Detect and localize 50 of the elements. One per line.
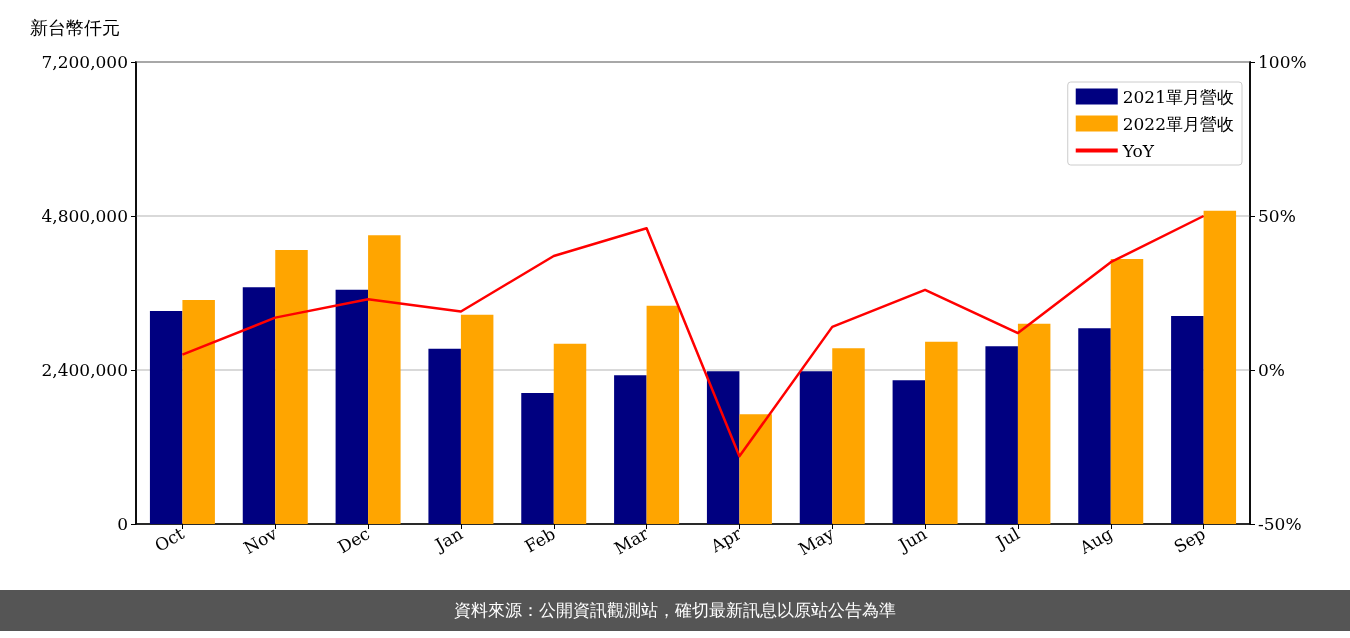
bar [832, 348, 865, 524]
x-tick-label: Apr [706, 522, 746, 557]
bar [646, 305, 680, 524]
x-tick-label: Nov [240, 523, 281, 558]
bar [1203, 210, 1237, 524]
x-tick-label: Aug [1075, 523, 1116, 559]
y-tick-label: 4,800,000 [41, 206, 128, 226]
y-tick-label: 2,400,000 [41, 360, 128, 380]
y-tick-label: 7,200,000 [41, 52, 128, 72]
x-tick-label: Jan [430, 523, 466, 556]
x-tick-label: Oct [151, 523, 188, 556]
bar [460, 314, 494, 524]
bar [1078, 328, 1111, 524]
x-tick-label: Jun [893, 523, 931, 556]
bar [553, 343, 587, 524]
bar [428, 348, 461, 524]
bar [182, 300, 215, 524]
bar [242, 287, 276, 524]
bar [739, 414, 772, 524]
bar [614, 375, 647, 524]
x-tick-label: Mar [610, 522, 653, 559]
x-tick-label: May [795, 523, 838, 560]
bar [275, 250, 308, 524]
y-tick-label: 0 [117, 514, 128, 534]
bar [1110, 258, 1144, 524]
y2-tick-label: -50% [1258, 514, 1302, 534]
bar [706, 371, 740, 524]
bar [985, 346, 1018, 524]
x-tick-label: Sep [1170, 523, 1209, 557]
y-axis-title: 新台幣仟元 [30, 16, 120, 38]
source-note: 資料來源：公開資訊觀測站，確切最新訊息以原站公告為準 [0, 590, 1350, 631]
y2-tick-label: 50% [1258, 206, 1296, 226]
y2-tick-label: 0% [1258, 360, 1285, 380]
bar [335, 289, 369, 524]
legend-label: 2021單月營收 [1122, 86, 1234, 107]
bar [368, 235, 401, 524]
bar [925, 341, 958, 524]
x-tick-label: Dec [334, 523, 374, 558]
bar [799, 371, 833, 524]
x-tick-label: Feb [521, 523, 559, 557]
y2-tick-label: 100% [1258, 52, 1307, 72]
bar [1171, 316, 1204, 524]
legend-label: YoY [1121, 140, 1155, 161]
legend-label: 2022單月營收 [1122, 113, 1234, 134]
x-tick-label: Jul [991, 523, 1023, 554]
bar [1017, 323, 1051, 524]
bar [892, 380, 926, 524]
bar [149, 310, 183, 524]
line-series [181, 214, 1205, 458]
bar [521, 393, 554, 524]
